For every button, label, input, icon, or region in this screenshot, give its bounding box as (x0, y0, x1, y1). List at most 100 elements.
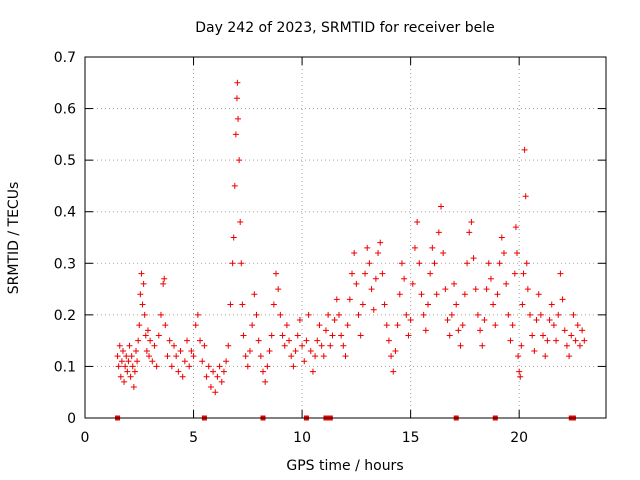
data-point (405, 332, 412, 339)
data-point (218, 378, 225, 385)
y-tick-label: 0.4 (54, 205, 76, 221)
data-point (122, 363, 129, 370)
data-point (316, 322, 323, 329)
data-point (529, 332, 536, 339)
data-point (162, 322, 169, 329)
data-point (260, 368, 267, 375)
data-point (175, 368, 182, 375)
data-point (407, 317, 414, 324)
data-point (401, 275, 408, 282)
data-point (139, 301, 146, 308)
data-point (186, 363, 193, 370)
data-point (490, 301, 497, 308)
data-point (137, 291, 144, 298)
data-point (135, 337, 142, 344)
chart-title: Day 242 of 2023, SRMTID for receiver bel… (195, 20, 494, 36)
x-tick-label: 10 (293, 430, 311, 446)
data-point (173, 353, 180, 360)
data-point (179, 373, 186, 380)
data-point (117, 373, 124, 380)
data-point (192, 322, 199, 329)
data-point (281, 342, 288, 349)
data-point (555, 311, 562, 318)
data-point (149, 358, 156, 365)
y-tick-label: 0.2 (54, 308, 76, 324)
data-point (264, 363, 271, 370)
data-point (411, 244, 418, 251)
data-point (160, 280, 167, 287)
data-point (121, 378, 128, 385)
data-point (523, 260, 530, 267)
data-point (164, 353, 171, 360)
data-point (288, 353, 295, 360)
data-point (470, 255, 477, 262)
data-point (155, 332, 162, 339)
data-point (253, 311, 260, 318)
data-point (440, 249, 447, 256)
data-point (544, 337, 551, 344)
data-point (553, 337, 560, 344)
data-point (130, 384, 137, 391)
data-point (307, 347, 314, 354)
data-point (576, 342, 583, 349)
data-point (118, 358, 125, 365)
data-point (481, 317, 488, 324)
data-point (236, 157, 243, 164)
data-point (201, 342, 208, 349)
data-point (485, 260, 492, 267)
data-point (483, 286, 490, 293)
data-point (466, 229, 473, 236)
data-point (533, 317, 540, 324)
data-point (126, 342, 133, 349)
data-point (559, 296, 566, 303)
data-point (509, 322, 516, 329)
data-point (277, 311, 284, 318)
data-point (342, 353, 349, 360)
data-point (238, 260, 245, 267)
data-point (531, 347, 538, 354)
data-point (455, 327, 462, 334)
data-point (125, 358, 132, 365)
data-point (459, 322, 466, 329)
data-point (268, 332, 275, 339)
data-point (372, 275, 379, 282)
data-point (438, 203, 445, 210)
data-point (255, 337, 262, 344)
data-point (457, 342, 464, 349)
data-point (519, 301, 526, 308)
data-point (396, 291, 403, 298)
data-point (270, 301, 277, 308)
data-point (240, 332, 247, 339)
data-point (492, 322, 499, 329)
data-point (557, 270, 564, 277)
x-tick-labels: 0 5 10 15 20 (81, 430, 529, 446)
y-tick-labels: 0 0.1 0.2 0.3 0.4 0.5 0.6 0.7 (54, 50, 76, 427)
plot-frame (84, 56, 607, 419)
data-point (477, 327, 484, 334)
data-point (266, 347, 273, 354)
data-point (177, 347, 184, 354)
data-point (231, 182, 238, 189)
data-point (194, 311, 201, 318)
x-tick-label: 5 (189, 430, 198, 446)
data-point (498, 234, 505, 241)
data-point (309, 368, 316, 375)
data-point (520, 270, 527, 277)
data-point (513, 249, 520, 256)
data-point (251, 291, 258, 298)
data-point (418, 291, 425, 298)
data-point (346, 296, 353, 303)
x-tick-label: 0 (81, 430, 90, 446)
data-point (205, 363, 212, 370)
data-point (370, 306, 377, 313)
y-tick-label: 0.6 (54, 102, 76, 118)
data-point (230, 234, 237, 241)
data-point (335, 311, 342, 318)
data-point (234, 79, 241, 86)
data-point (566, 353, 573, 360)
data-point (512, 224, 519, 231)
data-point (249, 322, 256, 329)
data-point (290, 363, 297, 370)
data-point (398, 260, 405, 267)
data-point (214, 373, 221, 380)
